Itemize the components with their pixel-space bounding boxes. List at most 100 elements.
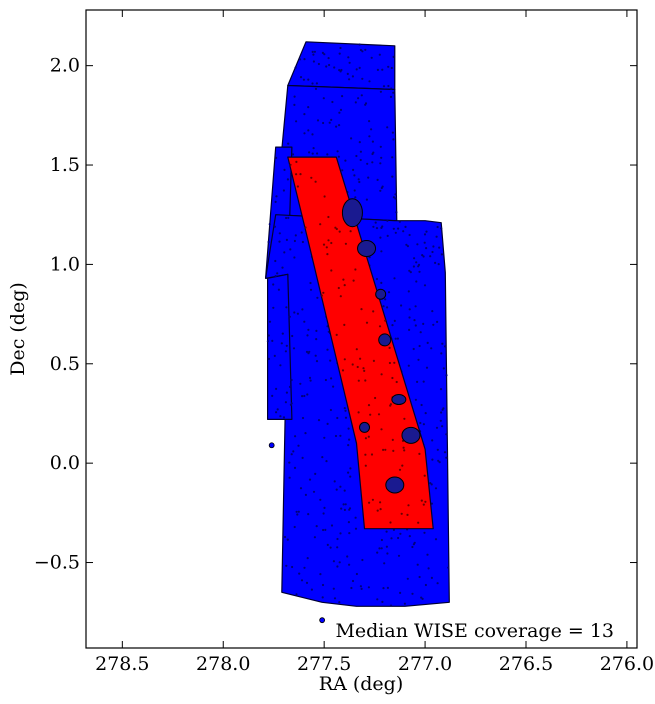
marker-speck — [339, 485, 342, 488]
marker-speck — [311, 133, 314, 136]
marker-speck — [281, 266, 284, 269]
marker-speck — [312, 53, 315, 56]
marker-speck — [390, 66, 393, 70]
marker-speck — [294, 234, 297, 237]
marker-speck — [396, 337, 399, 340]
marker-speck — [402, 446, 405, 449]
marker-speck — [306, 557, 309, 560]
marker-speck — [336, 546, 339, 549]
marker-speck — [311, 50, 314, 54]
marker-speck — [381, 600, 384, 604]
marker-speck — [389, 95, 393, 98]
marker-speck — [368, 80, 371, 83]
marker-speck — [370, 453, 374, 456]
marker-speck — [402, 230, 405, 233]
marker-speck — [399, 591, 402, 595]
marker-speck — [381, 185, 384, 188]
marker-speck — [285, 216, 288, 220]
marker-speck — [430, 483, 433, 486]
marker-speck — [288, 315, 291, 318]
marker-speck — [375, 227, 379, 230]
marker-speck — [443, 451, 447, 454]
marker-speck — [423, 474, 426, 477]
marker-speck — [329, 546, 332, 549]
marker-speck — [439, 419, 442, 422]
marker-speck — [434, 487, 438, 490]
y-tick-label: 1.5 — [50, 154, 80, 176]
marker-speck — [445, 456, 448, 459]
marker-speck — [372, 225, 375, 228]
marker-speck — [271, 394, 274, 397]
marker-speck — [319, 223, 322, 226]
y-tick-label: −0.5 — [34, 552, 80, 574]
marker-speck — [394, 193, 397, 196]
marker-speck — [306, 334, 309, 337]
marker-speck — [364, 103, 367, 106]
marker-speck — [297, 510, 300, 513]
marker-speck — [355, 572, 358, 576]
marker-speck — [418, 452, 421, 455]
marker-speck — [323, 506, 326, 509]
marker-speck — [296, 312, 299, 315]
marker-speck — [414, 398, 417, 401]
marker-speck — [419, 421, 422, 425]
marker-speck — [315, 329, 318, 332]
marker-speck — [338, 601, 341, 604]
coverage-gap-4 — [401, 426, 421, 444]
marker-speck — [392, 55, 395, 59]
marker-speck — [293, 103, 296, 106]
marker-speck — [403, 449, 406, 452]
marker-speck — [277, 288, 280, 291]
marker-speck — [280, 342, 283, 345]
marker-speck — [266, 340, 269, 343]
marker-speck — [279, 364, 282, 367]
marker-speck — [394, 337, 397, 340]
marker-speck — [282, 416, 286, 419]
marker-speck — [308, 350, 311, 353]
marker-speck — [371, 152, 374, 156]
marker-speck — [295, 173, 298, 176]
marker-speck — [321, 583, 325, 587]
marker-speck — [289, 163, 292, 166]
marker-speck — [392, 449, 395, 452]
marker-speck — [387, 65, 390, 68]
marker-speck — [323, 436, 326, 439]
marker-speck — [408, 328, 411, 331]
marker-speck — [424, 412, 427, 415]
marker-speck — [286, 538, 289, 541]
marker-speck — [339, 434, 342, 437]
marker-speck — [314, 472, 317, 475]
marker-speck — [323, 195, 326, 198]
marker-speck — [301, 308, 304, 311]
marker-speck — [344, 416, 348, 419]
marker-speck — [421, 254, 424, 257]
marker-speck — [276, 272, 279, 275]
marker-speck — [380, 428, 383, 431]
marker-speck — [304, 493, 307, 496]
marker-speck — [417, 263, 421, 266]
marker-speck — [397, 227, 400, 230]
marker-speck — [362, 367, 365, 370]
marker-speck — [323, 53, 326, 56]
marker-speck — [329, 359, 332, 362]
marker-speck — [403, 417, 406, 420]
marker-speck — [348, 78, 351, 81]
marker-speck — [308, 376, 312, 379]
marker-speck — [335, 333, 338, 336]
marker-speck — [415, 280, 418, 283]
marker-speck — [314, 180, 317, 183]
marker-speck — [422, 380, 425, 383]
marker-speck — [436, 448, 439, 451]
marker-speck — [374, 221, 377, 224]
marker-speck — [312, 490, 316, 493]
marker-speck — [343, 489, 346, 492]
marker-speck — [317, 62, 320, 66]
marker-speck — [439, 388, 443, 391]
marker-speck — [271, 339, 274, 342]
coverage-annotation: Median WISE coverage = 13 — [335, 620, 614, 642]
marker-speck — [347, 56, 350, 59]
marker-speck — [431, 458, 434, 461]
marker-speck — [339, 295, 342, 298]
marker-speck — [425, 366, 429, 369]
